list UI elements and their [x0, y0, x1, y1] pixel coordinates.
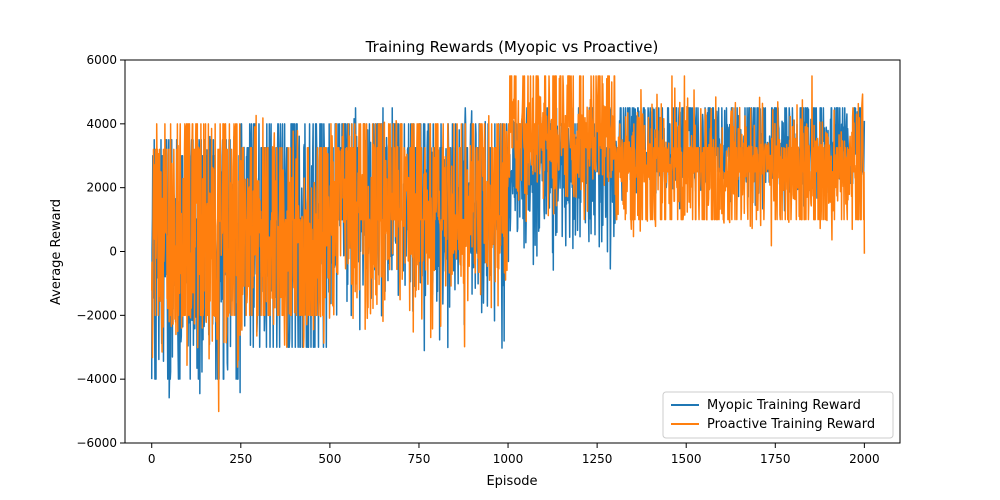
x-tick-label: 1750 [760, 452, 791, 466]
plot-lines [150, 75, 866, 413]
x-tick-label: 250 [229, 452, 252, 466]
y-tick-label: −4000 [76, 372, 117, 386]
legend-label-proactive: Proactive Training Reward [707, 417, 875, 432]
y-tick-label: 6000 [86, 53, 117, 67]
x-tick-label: 2000 [849, 452, 880, 466]
y-tick-label: −6000 [76, 436, 117, 450]
y-axis: −6000 −4000 −2000 0 2000 4000 6000 [76, 53, 125, 450]
chart-title: Training Rewards (Myopic vs Proactive) [365, 38, 659, 56]
x-tick-label: 750 [408, 452, 431, 466]
x-tick-label: 1250 [582, 452, 613, 466]
legend: Myopic Training Reward Proactive Trainin… [662, 391, 894, 439]
legend-box [662, 391, 894, 439]
x-axis: 0 250 500 750 1000 1250 1500 1750 2000 [148, 443, 880, 466]
y-tick-label: −2000 [76, 308, 117, 322]
legend-label-myopic: Myopic Training Reward [707, 398, 861, 413]
y-axis-label: Average Reward [49, 199, 64, 305]
y-tick-label: 4000 [86, 117, 117, 131]
y-tick-label: 0 [109, 245, 117, 259]
x-tick-label: 1500 [671, 452, 702, 466]
x-tick-label: 0 [148, 452, 156, 466]
x-tick-label: 500 [318, 452, 341, 466]
series-line-proactive [150, 75, 866, 413]
x-axis-label: Episode [486, 474, 537, 489]
y-tick-label: 2000 [86, 181, 117, 195]
x-tick-label: 1000 [493, 452, 524, 466]
